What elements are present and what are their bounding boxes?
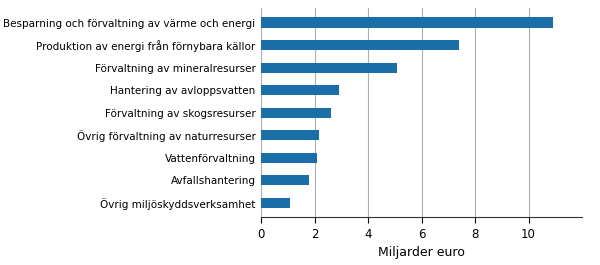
Bar bbox=[261, 153, 317, 163]
Bar bbox=[261, 175, 309, 185]
X-axis label: Miljarder euro: Miljarder euro bbox=[378, 246, 465, 259]
Bar bbox=[261, 198, 290, 208]
Bar bbox=[261, 17, 553, 28]
Bar bbox=[261, 108, 331, 118]
Bar bbox=[261, 63, 397, 73]
Bar bbox=[261, 40, 459, 50]
Bar bbox=[261, 130, 319, 140]
Bar bbox=[261, 85, 338, 95]
